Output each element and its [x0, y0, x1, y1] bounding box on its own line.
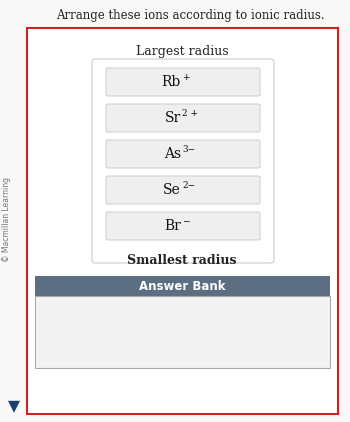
- Text: 2−: 2−: [182, 181, 195, 189]
- Text: Arrange these ions according to ionic radius.: Arrange these ions according to ionic ra…: [56, 10, 324, 22]
- FancyBboxPatch shape: [106, 68, 260, 96]
- FancyBboxPatch shape: [35, 276, 330, 296]
- FancyBboxPatch shape: [92, 59, 274, 263]
- Text: Br: Br: [164, 219, 181, 233]
- Text: © Macmillan Learning: © Macmillan Learning: [2, 178, 12, 262]
- FancyBboxPatch shape: [27, 28, 338, 414]
- Text: Smallest radius: Smallest radius: [127, 254, 237, 267]
- Text: −: −: [182, 216, 189, 225]
- Text: Se: Se: [163, 183, 181, 197]
- FancyBboxPatch shape: [106, 104, 260, 132]
- Text: As: As: [164, 147, 181, 161]
- Text: +: +: [182, 73, 189, 81]
- FancyBboxPatch shape: [106, 212, 260, 240]
- Text: Answer Bank: Answer Bank: [139, 279, 226, 292]
- FancyBboxPatch shape: [35, 296, 330, 368]
- Text: Largest radius: Largest radius: [136, 46, 228, 59]
- Text: 3−: 3−: [182, 144, 195, 154]
- FancyBboxPatch shape: [106, 176, 260, 204]
- Text: 2 +: 2 +: [182, 108, 198, 117]
- FancyBboxPatch shape: [106, 140, 260, 168]
- Text: Rb: Rb: [162, 75, 181, 89]
- Polygon shape: [8, 401, 20, 413]
- Text: Sr: Sr: [165, 111, 181, 125]
